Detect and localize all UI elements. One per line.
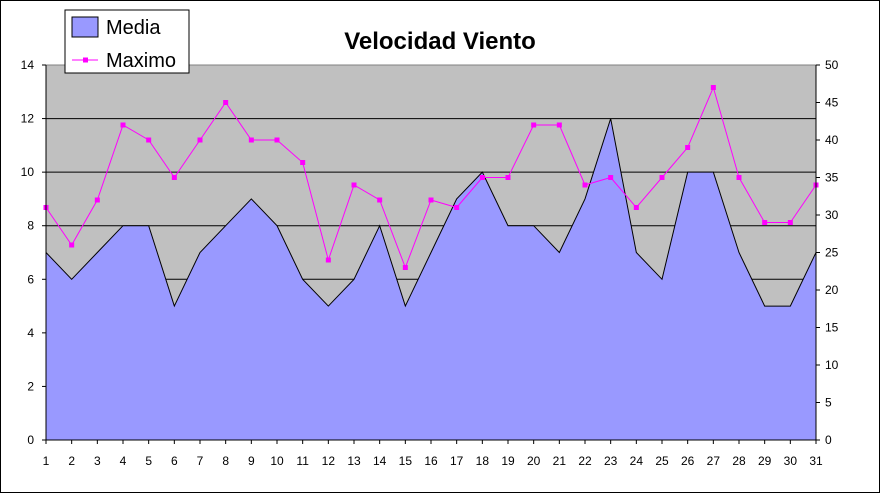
- maximo-point: [171, 175, 177, 180]
- maximo-point: [146, 137, 152, 143]
- x-axis-tick-label: 8: [222, 454, 229, 468]
- media-area: [46, 118, 816, 441]
- maximo-point: [531, 122, 537, 128]
- x-axis-tick-label: 23: [604, 454, 618, 468]
- maximo-point: [69, 242, 75, 248]
- x-axis-tick-label: 22: [578, 454, 592, 468]
- maximo-point: [248, 137, 254, 143]
- maximo-point: [762, 220, 768, 225]
- maximo-point: [274, 137, 280, 143]
- x-axis-tick-label: 30: [784, 454, 798, 468]
- maximo-point: [454, 205, 460, 210]
- x-axis-tick-label: 20: [527, 454, 541, 468]
- maximo-point: [633, 205, 639, 210]
- maximo-point: [197, 137, 203, 143]
- maximo-point: [710, 85, 716, 90]
- x-axis-tick-label: 29: [758, 454, 772, 468]
- legend-media-swatch: [71, 16, 99, 38]
- x-axis-tick-label: 21: [553, 454, 567, 468]
- maximo-point: [582, 182, 588, 188]
- maximo-point: [556, 122, 562, 128]
- x-axis-tick-label: 16: [424, 454, 438, 468]
- right-axis-tick-label: 40: [825, 133, 839, 147]
- right-axis-tick-label: 35: [825, 171, 839, 185]
- left-axis-tick-label: 4: [27, 326, 34, 340]
- x-axis-tick-label: 4: [120, 454, 127, 468]
- maximo-point: [351, 182, 357, 188]
- right-axis-tick-label: 0: [825, 433, 832, 447]
- left-y-axis: 0 2 4 6 8 10 12 14: [21, 58, 47, 447]
- left-axis-tick-label: 10: [21, 165, 35, 179]
- x-axis-tick-label: 24: [630, 454, 644, 468]
- x-axis-tick-label: 11: [296, 454, 309, 468]
- x-axis-tick-label: 13: [347, 454, 361, 468]
- left-axis-tick-label: 2: [27, 379, 34, 393]
- right-axis-tick-label: 5: [825, 396, 832, 410]
- x-axis-tick-label: 15: [399, 454, 413, 468]
- maximo-point: [659, 175, 665, 180]
- right-axis-tick-label: 15: [825, 321, 839, 335]
- right-axis-tick-label: 10: [825, 358, 839, 372]
- maximo-point: [787, 220, 793, 225]
- x-axis-tick-label: 5: [145, 454, 152, 468]
- x-axis-tick-label: 18: [476, 454, 490, 468]
- maximo-point: [325, 257, 331, 263]
- media-area-outline: [45, 118, 817, 308]
- right-axis-tick-label: 30: [825, 208, 839, 222]
- left-axis-tick-label: 6: [27, 272, 34, 286]
- right-y-axis: 0 5 10 15 20 25 30 35 40 45 50: [815, 58, 839, 447]
- x-axis-tick-label: 12: [322, 454, 336, 468]
- x-axis-tick-label: 1: [43, 454, 50, 468]
- maximo-point: [505, 175, 511, 180]
- maximo-point: [300, 160, 306, 165]
- right-axis-tick-label: 45: [825, 96, 839, 110]
- left-axis-tick-label: 14: [21, 58, 35, 72]
- x-axis-tick-label: 2: [68, 454, 75, 468]
- x-axis-tick-label: 10: [270, 454, 284, 468]
- maximo-point: [736, 175, 742, 180]
- maximo-point: [608, 175, 614, 180]
- right-axis-tick-label: 25: [825, 246, 839, 260]
- legend-maximo-label: Maximo: [106, 50, 176, 72]
- maximo-point: [94, 197, 100, 203]
- maximo-point: [223, 100, 229, 105]
- x-axis-tick-label: 25: [655, 454, 669, 468]
- x-axis-tick-label: 7: [197, 454, 204, 468]
- x-axis-tick-label: 19: [501, 454, 515, 468]
- maximo-point: [120, 122, 126, 128]
- right-axis-tick-label: 50: [825, 58, 839, 72]
- x-axis-tick-label: 9: [248, 454, 255, 468]
- left-axis-tick-label: 0: [27, 433, 34, 447]
- maximo-line-series: [43, 85, 819, 270]
- legend-media-label: Media: [106, 17, 161, 39]
- maximo-point: [428, 197, 434, 203]
- legend: Media Maximo: [64, 9, 190, 74]
- right-axis-tick-label: 20: [825, 283, 839, 297]
- left-axis-tick-label: 8: [27, 219, 34, 233]
- x-axis-tick-label: 28: [732, 454, 746, 468]
- maximo-point: [377, 197, 383, 203]
- chart-title: Velocidad Viento: [344, 28, 536, 55]
- x-axis-tick-label: 17: [450, 454, 464, 468]
- x-axis: 1 2 3 4 5 6 7 8 9 10 11 12 13 14 15 16 17 18 19 20 21 22 23 24 2…: [43, 439, 823, 468]
- media-area-series: [45, 118, 817, 441]
- left-axis-tick-label: 12: [21, 112, 35, 126]
- x-axis-tick-label: 6: [171, 454, 178, 468]
- maximo-point: [402, 265, 408, 270]
- legend-maximo-marker: [83, 57, 88, 63]
- x-axis-tick-label: 26: [681, 454, 695, 468]
- x-axis-tick-label: 31: [809, 454, 823, 468]
- x-axis-tick-label: 3: [94, 454, 101, 468]
- x-axis-tick-label: 27: [707, 454, 721, 468]
- x-axis-tick-label: 14: [373, 454, 387, 468]
- maximo-point: [685, 145, 691, 150]
- maximo-point: [479, 175, 485, 180]
